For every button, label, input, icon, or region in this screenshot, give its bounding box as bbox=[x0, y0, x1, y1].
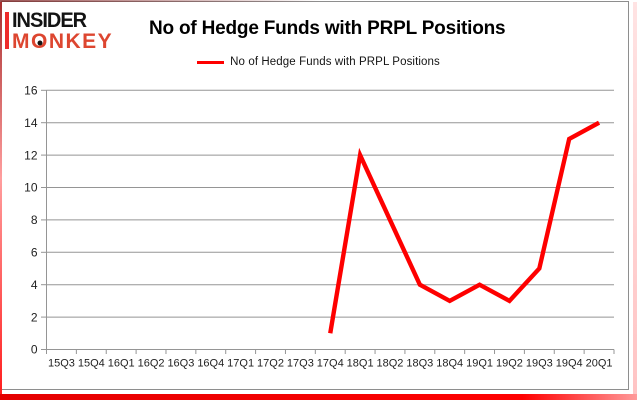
logo-insider-text: INSIDER bbox=[12, 8, 87, 33]
logo-monkey-m: M bbox=[12, 30, 31, 53]
y-tick-label-0: 0 bbox=[31, 343, 38, 357]
x-tick-label-19Q2: 19Q2 bbox=[496, 358, 523, 370]
logo-red-bar-icon bbox=[5, 12, 9, 49]
series-line bbox=[328, 120, 601, 334]
legend-label: No of Hedge Funds with PRPL Positions bbox=[230, 56, 440, 68]
insider-monkey-logo: INSIDER MONKEY bbox=[5, 10, 113, 52]
frame-accent-bottom bbox=[0, 394, 637, 400]
x-tick-label-19Q4: 19Q4 bbox=[556, 358, 583, 370]
page-title: No of Hedge Funds with PRPL Positions bbox=[149, 18, 506, 39]
x-tick-label-17Q1: 17Q1 bbox=[227, 358, 254, 370]
x-tick-label-17Q3: 17Q3 bbox=[287, 358, 314, 370]
y-tick-label-10: 10 bbox=[24, 181, 38, 195]
y-tick-label-6: 6 bbox=[31, 246, 38, 260]
chart-frame bbox=[1, 1, 629, 390]
legend-line-marker-icon bbox=[197, 60, 225, 64]
x-tick-label-19Q1: 19Q1 bbox=[466, 358, 493, 370]
y-tick-label-2: 2 bbox=[31, 310, 38, 324]
x-tick-label-18Q2: 18Q2 bbox=[377, 358, 404, 370]
logo-monkey-o-icon: O bbox=[31, 30, 49, 53]
y-tick-label-4: 4 bbox=[31, 278, 38, 292]
x-tick-label-16Q2: 16Q2 bbox=[138, 358, 165, 370]
x-tick-label-20Q1: 20Q1 bbox=[586, 358, 613, 370]
x-tick-label-18Q4: 18Q4 bbox=[436, 358, 463, 370]
x-tick-label-18Q3: 18Q3 bbox=[406, 358, 433, 370]
x-tick-label-16Q4: 16Q4 bbox=[197, 358, 224, 370]
frame-accent-top bbox=[0, 0, 320, 2]
x-tick-label-16Q3: 16Q3 bbox=[167, 358, 194, 370]
x-tick-label-19Q3: 19Q3 bbox=[526, 358, 553, 370]
y-tick-label-14: 14 bbox=[24, 116, 38, 130]
x-tick-label-15Q4: 15Q4 bbox=[78, 358, 105, 370]
x-tick-label-16Q1: 16Q1 bbox=[108, 358, 135, 370]
x-tick-label-17Q2: 17Q2 bbox=[257, 358, 284, 370]
chart-legend: No of Hedge Funds with PRPL Positions bbox=[0, 54, 637, 70]
logo-monkey-nkey: NKEY bbox=[48, 30, 114, 53]
y-tick-label-16: 16 bbox=[24, 84, 38, 98]
y-tick-label-8: 8 bbox=[31, 213, 38, 227]
x-tick-label-15Q3: 15Q3 bbox=[48, 358, 75, 370]
y-tick-label-12: 12 bbox=[24, 148, 38, 162]
frame-accent-right bbox=[633, 2, 637, 394]
x-tick-label-18Q1: 18Q1 bbox=[347, 358, 374, 370]
frame-accent-left bbox=[0, 2, 2, 394]
x-tick-label-17Q4: 17Q4 bbox=[317, 358, 344, 370]
logo-monkey-text: MONKEY bbox=[12, 31, 113, 52]
